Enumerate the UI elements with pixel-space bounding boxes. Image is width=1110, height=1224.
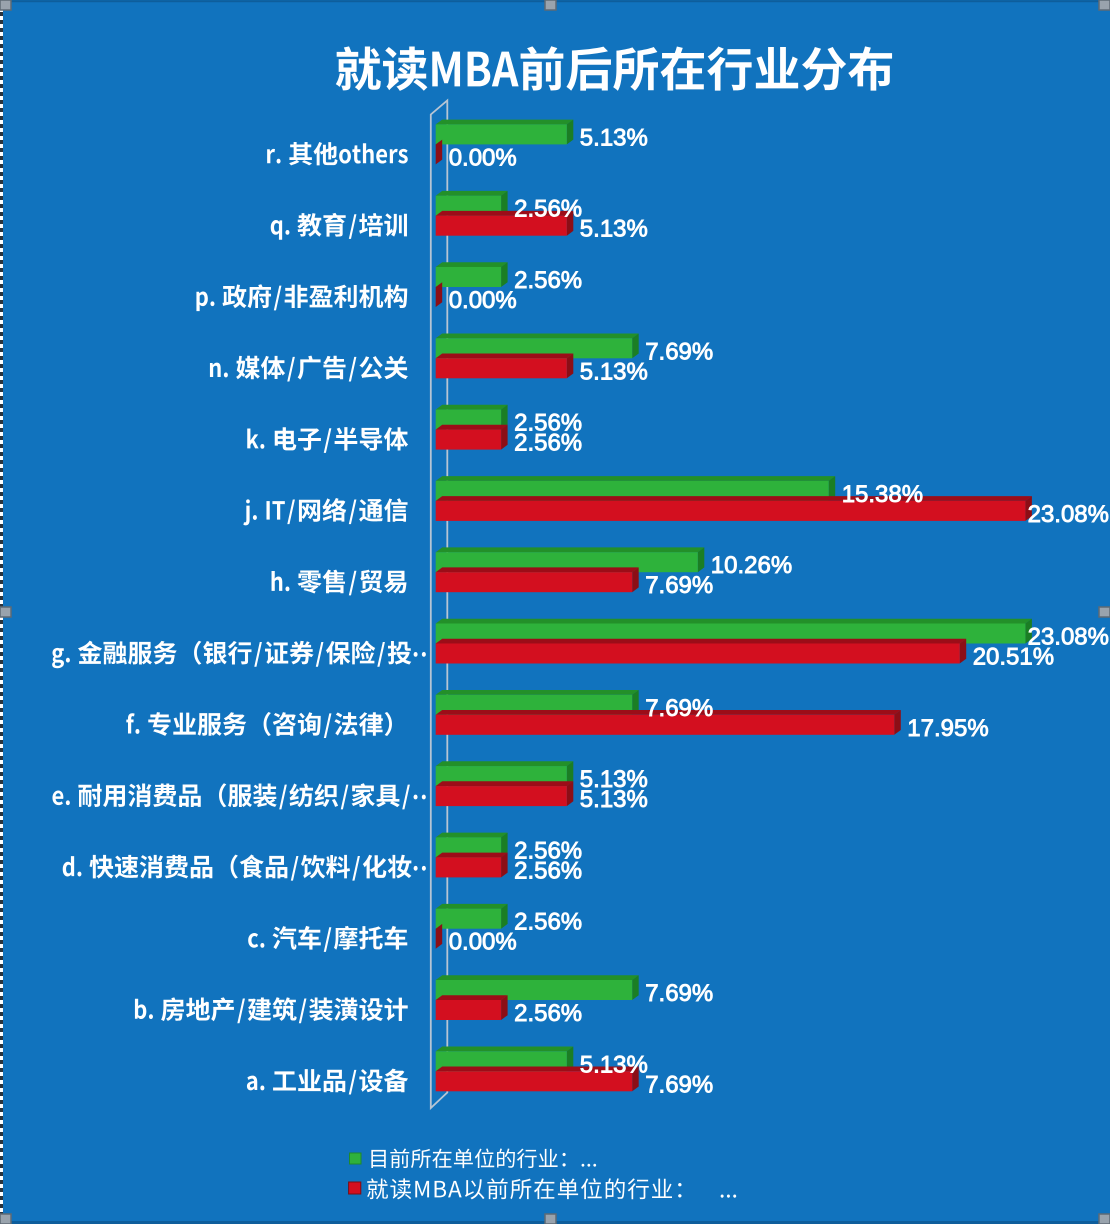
svg-text:2.56%: 2.56% (514, 267, 582, 294)
svg-text:2.56%: 2.56% (514, 410, 582, 437)
svg-text:5.13%: 5.13% (580, 124, 648, 151)
svg-text:0.00%: 0.00% (449, 929, 517, 956)
svg-text:17.95%: 17.95% (907, 715, 988, 742)
svg-text:2.56%: 2.56% (514, 909, 582, 936)
svg-text:23.08%: 23.08% (1028, 501, 1109, 528)
svg-text:7.69%: 7.69% (645, 338, 713, 365)
svg-text:2.56%: 2.56% (514, 196, 582, 223)
svg-text:7.69%: 7.69% (645, 695, 713, 722)
svg-text:2.56%: 2.56% (514, 430, 582, 457)
svg-text:7.69%: 7.69% (645, 572, 713, 599)
svg-text:5.13%: 5.13% (580, 358, 648, 385)
svg-text:0.00%: 0.00% (449, 287, 517, 314)
svg-text:2.56%: 2.56% (514, 857, 582, 884)
svg-text:5.13%: 5.13% (580, 786, 648, 813)
svg-text:0.00%: 0.00% (449, 144, 517, 171)
svg-text:15.38%: 15.38% (842, 481, 923, 508)
svg-text:10.26%: 10.26% (711, 552, 792, 579)
svg-text:2.56%: 2.56% (514, 1000, 582, 1027)
svg-text:7.69%: 7.69% (645, 980, 713, 1007)
svg-text:5.13%: 5.13% (580, 1051, 648, 1078)
svg-text:23.08%: 23.08% (1028, 624, 1109, 651)
svg-text:20.51%: 20.51% (973, 644, 1054, 671)
svg-text:7.69%: 7.69% (645, 1071, 713, 1098)
svg-text:2.56%: 2.56% (514, 837, 582, 864)
svg-text:5.13%: 5.13% (580, 216, 648, 243)
svg-text:5.13%: 5.13% (580, 766, 648, 793)
